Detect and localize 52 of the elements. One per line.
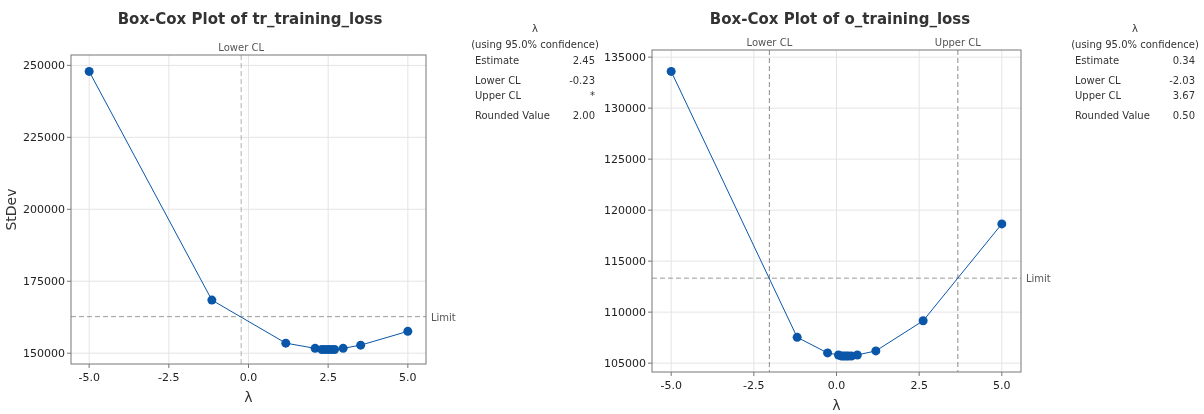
text: Upper CL bbox=[475, 90, 522, 101]
text: Estimate bbox=[1075, 55, 1120, 66]
x-axis-title: λ bbox=[832, 397, 841, 413]
x-axis-title: λ bbox=[244, 389, 253, 405]
ref-line-label: Limit bbox=[1026, 273, 1051, 285]
text: Upper CL bbox=[1075, 90, 1122, 101]
text: Rounded Value bbox=[1075, 110, 1150, 121]
y-tick-label: 150000 bbox=[23, 347, 65, 361]
text: λ bbox=[1132, 23, 1139, 34]
text: * bbox=[590, 90, 595, 101]
text: -2.03 bbox=[1169, 75, 1195, 86]
ref-line-label: Limit bbox=[431, 311, 456, 323]
x-tick-label: 5.0 bbox=[993, 379, 1011, 392]
text: Lower CL bbox=[1075, 75, 1122, 86]
text: (using 95.0% confidence) bbox=[471, 39, 599, 50]
x-tick-label: -2.5 bbox=[158, 371, 180, 384]
text: 3.67 bbox=[1172, 90, 1195, 101]
y-tick-label: 225000 bbox=[23, 131, 65, 145]
y-tick-label: 125000 bbox=[604, 153, 646, 167]
chart-title: Box-Cox Plot of o_training_loss bbox=[709, 10, 971, 28]
y-axis-title: StDev bbox=[3, 188, 19, 231]
y-tick-label: 110000 bbox=[604, 306, 646, 320]
text: 0.34 bbox=[1172, 55, 1195, 66]
text: Lower CL bbox=[475, 75, 522, 86]
x-tick-label: 0.0 bbox=[827, 379, 846, 392]
y-tick-label: 200000 bbox=[23, 203, 65, 217]
x-tick-label: -2.5 bbox=[743, 379, 765, 392]
text: 2.00 bbox=[572, 110, 595, 121]
ref-line-label: Lower CL bbox=[218, 42, 265, 53]
x-tick-label: -5.0 bbox=[78, 371, 100, 384]
x-tick-label: 2.5 bbox=[319, 371, 337, 384]
y-tick-label: 115000 bbox=[604, 255, 646, 269]
x-tick-label: 2.5 bbox=[910, 379, 928, 392]
ref-line-label: Lower CL bbox=[746, 37, 793, 48]
text: 2.45 bbox=[572, 55, 595, 66]
x-tick-label: 0.0 bbox=[239, 371, 258, 384]
y-tick-label: 135000 bbox=[604, 51, 646, 65]
x-tick-label: 5.0 bbox=[399, 371, 417, 384]
text: Estimate bbox=[475, 55, 520, 66]
y-tick-label: 120000 bbox=[604, 204, 646, 218]
text: -0.23 bbox=[569, 75, 595, 86]
y-tick-label: 130000 bbox=[604, 102, 646, 116]
text: (using 95.0% confidence) bbox=[1071, 39, 1199, 50]
y-tick-label: 175000 bbox=[23, 275, 65, 289]
y-tick-label: 105000 bbox=[604, 357, 646, 371]
text: Rounded Value bbox=[475, 110, 550, 121]
x-tick-label: -5.0 bbox=[660, 379, 682, 392]
chart-title: Box-Cox Plot of tr_training_loss bbox=[117, 10, 383, 28]
y-tick-label: 250000 bbox=[23, 59, 65, 73]
ref-line-label: Upper CL bbox=[934, 37, 982, 48]
text: 0.50 bbox=[1172, 110, 1195, 121]
text: λ bbox=[532, 23, 539, 34]
